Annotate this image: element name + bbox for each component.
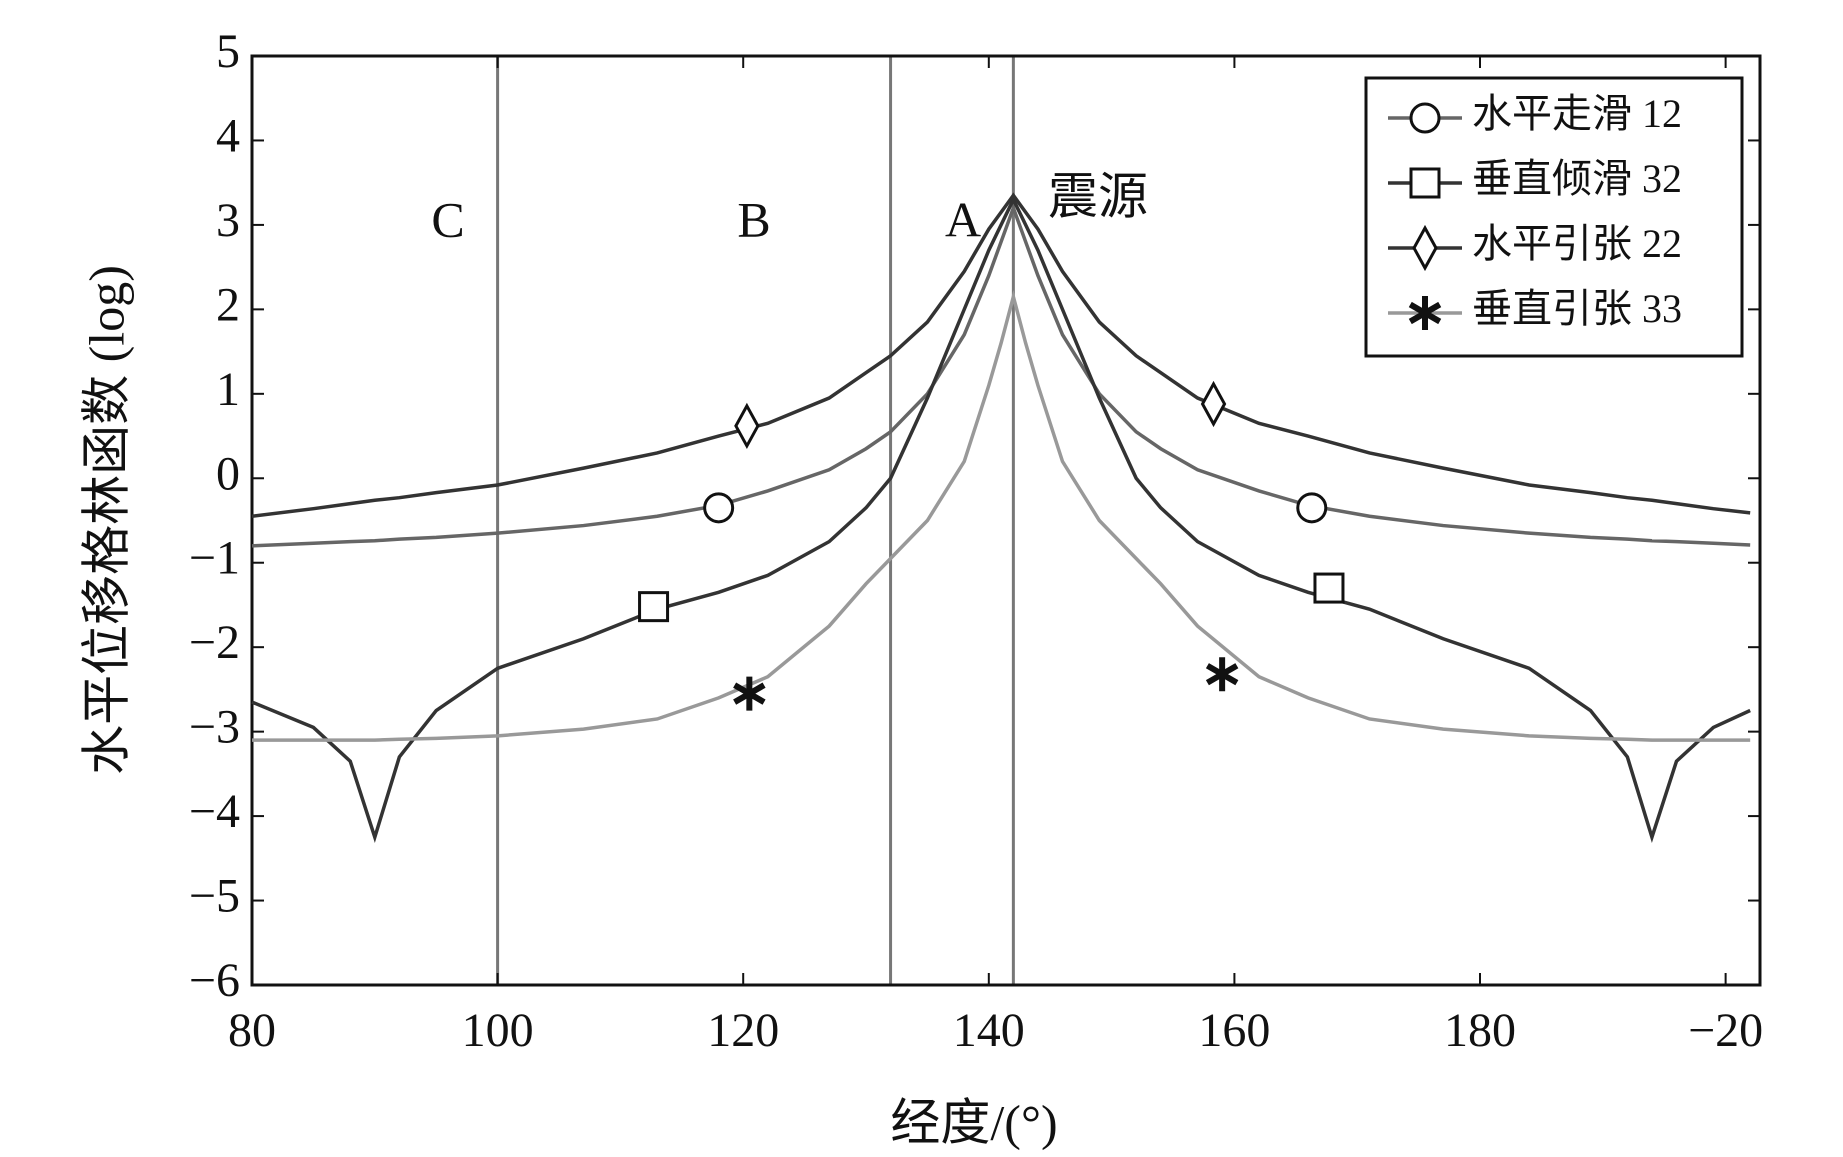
- y-tick-label: −1: [189, 532, 240, 585]
- marker: [1409, 102, 1441, 134]
- x-tick-label: 120: [707, 1004, 779, 1057]
- marker: [734, 402, 760, 450]
- marker: [703, 492, 735, 524]
- y-tick-label: 3: [216, 194, 240, 247]
- source-label: 震源: [1048, 168, 1148, 224]
- y-tick-label: 4: [216, 109, 240, 162]
- x-tick-label: −20: [1688, 1004, 1763, 1057]
- x-tick-label: 100: [462, 1004, 534, 1057]
- x-tick-label: 140: [953, 1004, 1025, 1057]
- marker: [1205, 657, 1239, 692]
- legend-label: 水平引张 22: [1472, 221, 1682, 266]
- legend-label: 垂直引张 33: [1472, 286, 1682, 331]
- y-tick-label: −6: [189, 954, 240, 1007]
- y-tick-label: 5: [216, 25, 240, 78]
- y-tick-label: −3: [189, 701, 240, 754]
- y-tick-label: 2: [216, 278, 240, 331]
- series-line: [251, 202, 1751, 548]
- y-tick-label: −5: [189, 870, 240, 923]
- x-tick-label: 160: [1198, 1004, 1270, 1057]
- y-tick-label: 1: [216, 363, 240, 416]
- series-line: [251, 195, 1751, 844]
- x-tick-label: 80: [228, 1004, 276, 1057]
- y-tick-label: −2: [189, 616, 240, 669]
- y-axis-label: 水平位移格林函数 (log): [78, 265, 134, 775]
- y-tick-label: 0: [216, 447, 240, 500]
- x-axis-label: 经度/(°): [890, 1094, 1057, 1150]
- marker: [1313, 572, 1345, 604]
- marker: [1409, 167, 1441, 199]
- plot-frame: [250, 54, 1762, 987]
- marker: [1200, 380, 1227, 428]
- region-label: B: [737, 191, 770, 247]
- marker: [638, 591, 670, 623]
- region-label: A: [945, 191, 981, 247]
- x-tick-label: 180: [1444, 1004, 1516, 1057]
- series-line: [252, 289, 1751, 742]
- y-tick-label: −4: [189, 785, 240, 838]
- legend-label: 垂直倾滑 32: [1472, 156, 1682, 201]
- legend-label: 水平走滑 12: [1472, 91, 1682, 136]
- marker: [1412, 224, 1438, 272]
- marker: [1408, 296, 1442, 330]
- marker: [733, 676, 766, 711]
- legend: 水平走滑 12 垂直倾滑 32 水平引张 22 垂直引张 33: [1364, 76, 1744, 358]
- series-line: [251, 192, 1751, 519]
- region-label: C: [431, 191, 464, 247]
- marker: [1296, 492, 1328, 524]
